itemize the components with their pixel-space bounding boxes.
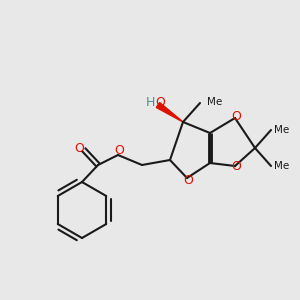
Text: H: H [145, 97, 155, 110]
Text: O: O [114, 143, 124, 157]
Text: O: O [74, 142, 84, 155]
Polygon shape [156, 103, 183, 122]
Text: Me: Me [274, 161, 289, 171]
Text: O: O [231, 160, 241, 173]
Text: O: O [155, 97, 165, 110]
Text: O: O [231, 110, 241, 124]
Text: Me: Me [274, 125, 289, 135]
Text: Me: Me [207, 97, 222, 107]
Text: O: O [183, 173, 193, 187]
